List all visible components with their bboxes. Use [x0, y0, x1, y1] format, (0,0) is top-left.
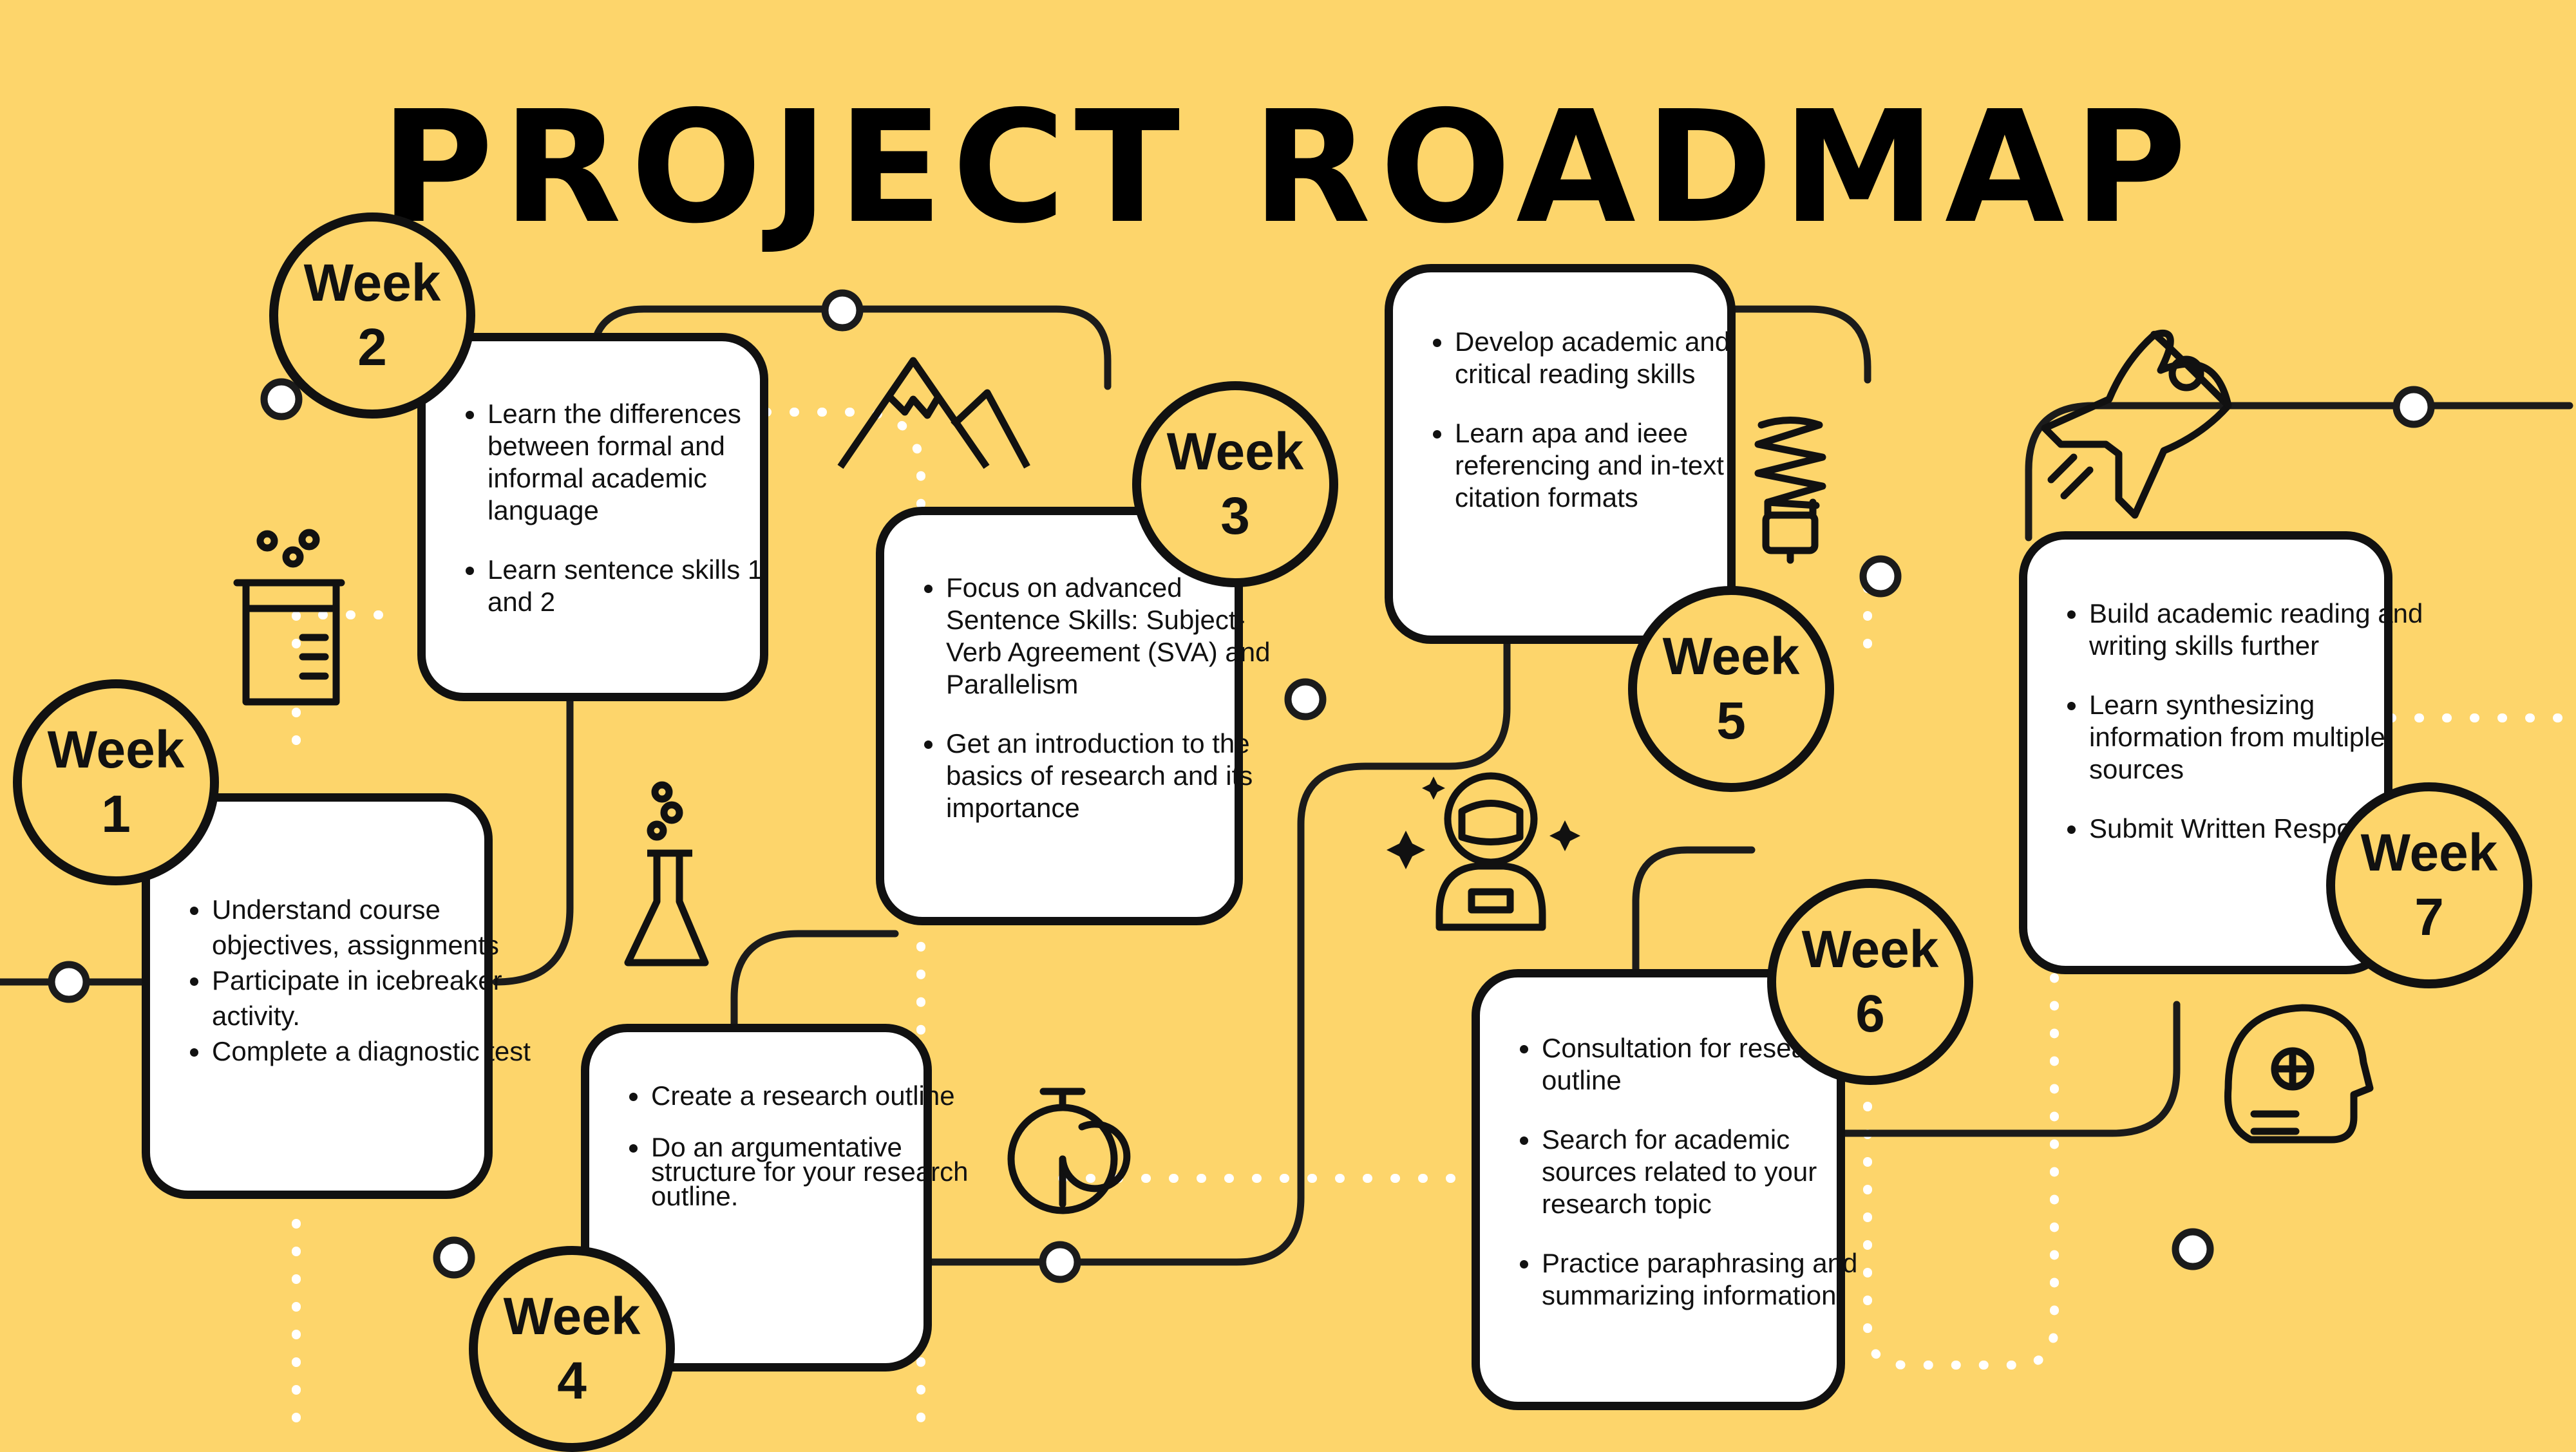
list-item: Participate in icebreaker activity.	[211, 963, 536, 1033]
list-item: Get an introduction to the basics of res…	[945, 728, 1286, 824]
week-3-badge: Week 3	[1132, 381, 1338, 587]
week-3-label: Week 3	[1166, 422, 1304, 545]
week-5-badge: Week 5	[1628, 586, 1834, 792]
week-6-badge: Week 6	[1767, 879, 1973, 1085]
week-3-card: Focus on advanced Sentence Skills: Subje…	[876, 507, 1271, 925]
astronaut-icon	[1387, 772, 1580, 931]
week-7-badge: Week 7	[2326, 782, 2532, 988]
list-item: Learn synthesizing information from mult…	[2088, 689, 2436, 786]
week-6-label: Week 6	[1801, 920, 1939, 1043]
list-item: Develop academic and critical reading sk…	[1454, 326, 1779, 390]
week-1-badge: Week 1	[13, 679, 219, 885]
list-item: Learn sentence skills 1 and 2	[486, 554, 811, 618]
week-5-card: Develop academic and critical reading sk…	[1385, 264, 1736, 644]
route-lines	[0, 305, 2573, 1266]
list-item: Learn apa and ieee referencing and in-te…	[1454, 417, 1779, 514]
flask-icon	[624, 781, 709, 966]
node-circles	[48, 289, 2435, 1283]
lightbulb-icon	[1754, 417, 1826, 564]
list-item: Do an argumentative structure for your r…	[650, 1134, 975, 1210]
stopwatch-icon	[1007, 1088, 1131, 1214]
week-5-label: Week 5	[1662, 627, 1800, 750]
week-7-label: Week 7	[2360, 824, 2498, 947]
list-item: Understand course objectives, assignment…	[211, 892, 536, 963]
list-item: Search for academic sources related to y…	[1540, 1124, 1888, 1220]
list-item: Build academic reading and writing skill…	[2088, 598, 2436, 662]
rocket-icon	[2041, 329, 2232, 519]
list-item: Focus on advanced Sentence Skills: Subje…	[945, 572, 1286, 701]
week-2-label: Week 2	[303, 254, 441, 377]
week-4-label: Week 4	[503, 1287, 641, 1410]
page-title: PROJECT ROADMAP	[380, 77, 2196, 258]
beaker-icon	[233, 529, 345, 706]
list-item: Practice paraphrasing and summarizing in…	[1540, 1247, 1888, 1312]
list-item: Complete a diagnostic test	[211, 1033, 536, 1069]
robot-head-icon	[2224, 1004, 2374, 1144]
week-4-badge: Week 4	[469, 1246, 675, 1452]
week-6-card: Consultation for research outline Search…	[1472, 969, 1857, 1410]
list-item: Learn the differences between formal and…	[486, 398, 811, 527]
mountains-icon	[837, 357, 1030, 469]
week-1-card: Understand course objectives, assignment…	[142, 793, 531, 1199]
week-2-badge: Week 2	[269, 212, 475, 419]
week-2-card: Learn the differences between formal and…	[417, 333, 768, 701]
list-item: Create a research outline	[650, 1082, 975, 1109]
week-1-label: Week 1	[47, 721, 185, 844]
